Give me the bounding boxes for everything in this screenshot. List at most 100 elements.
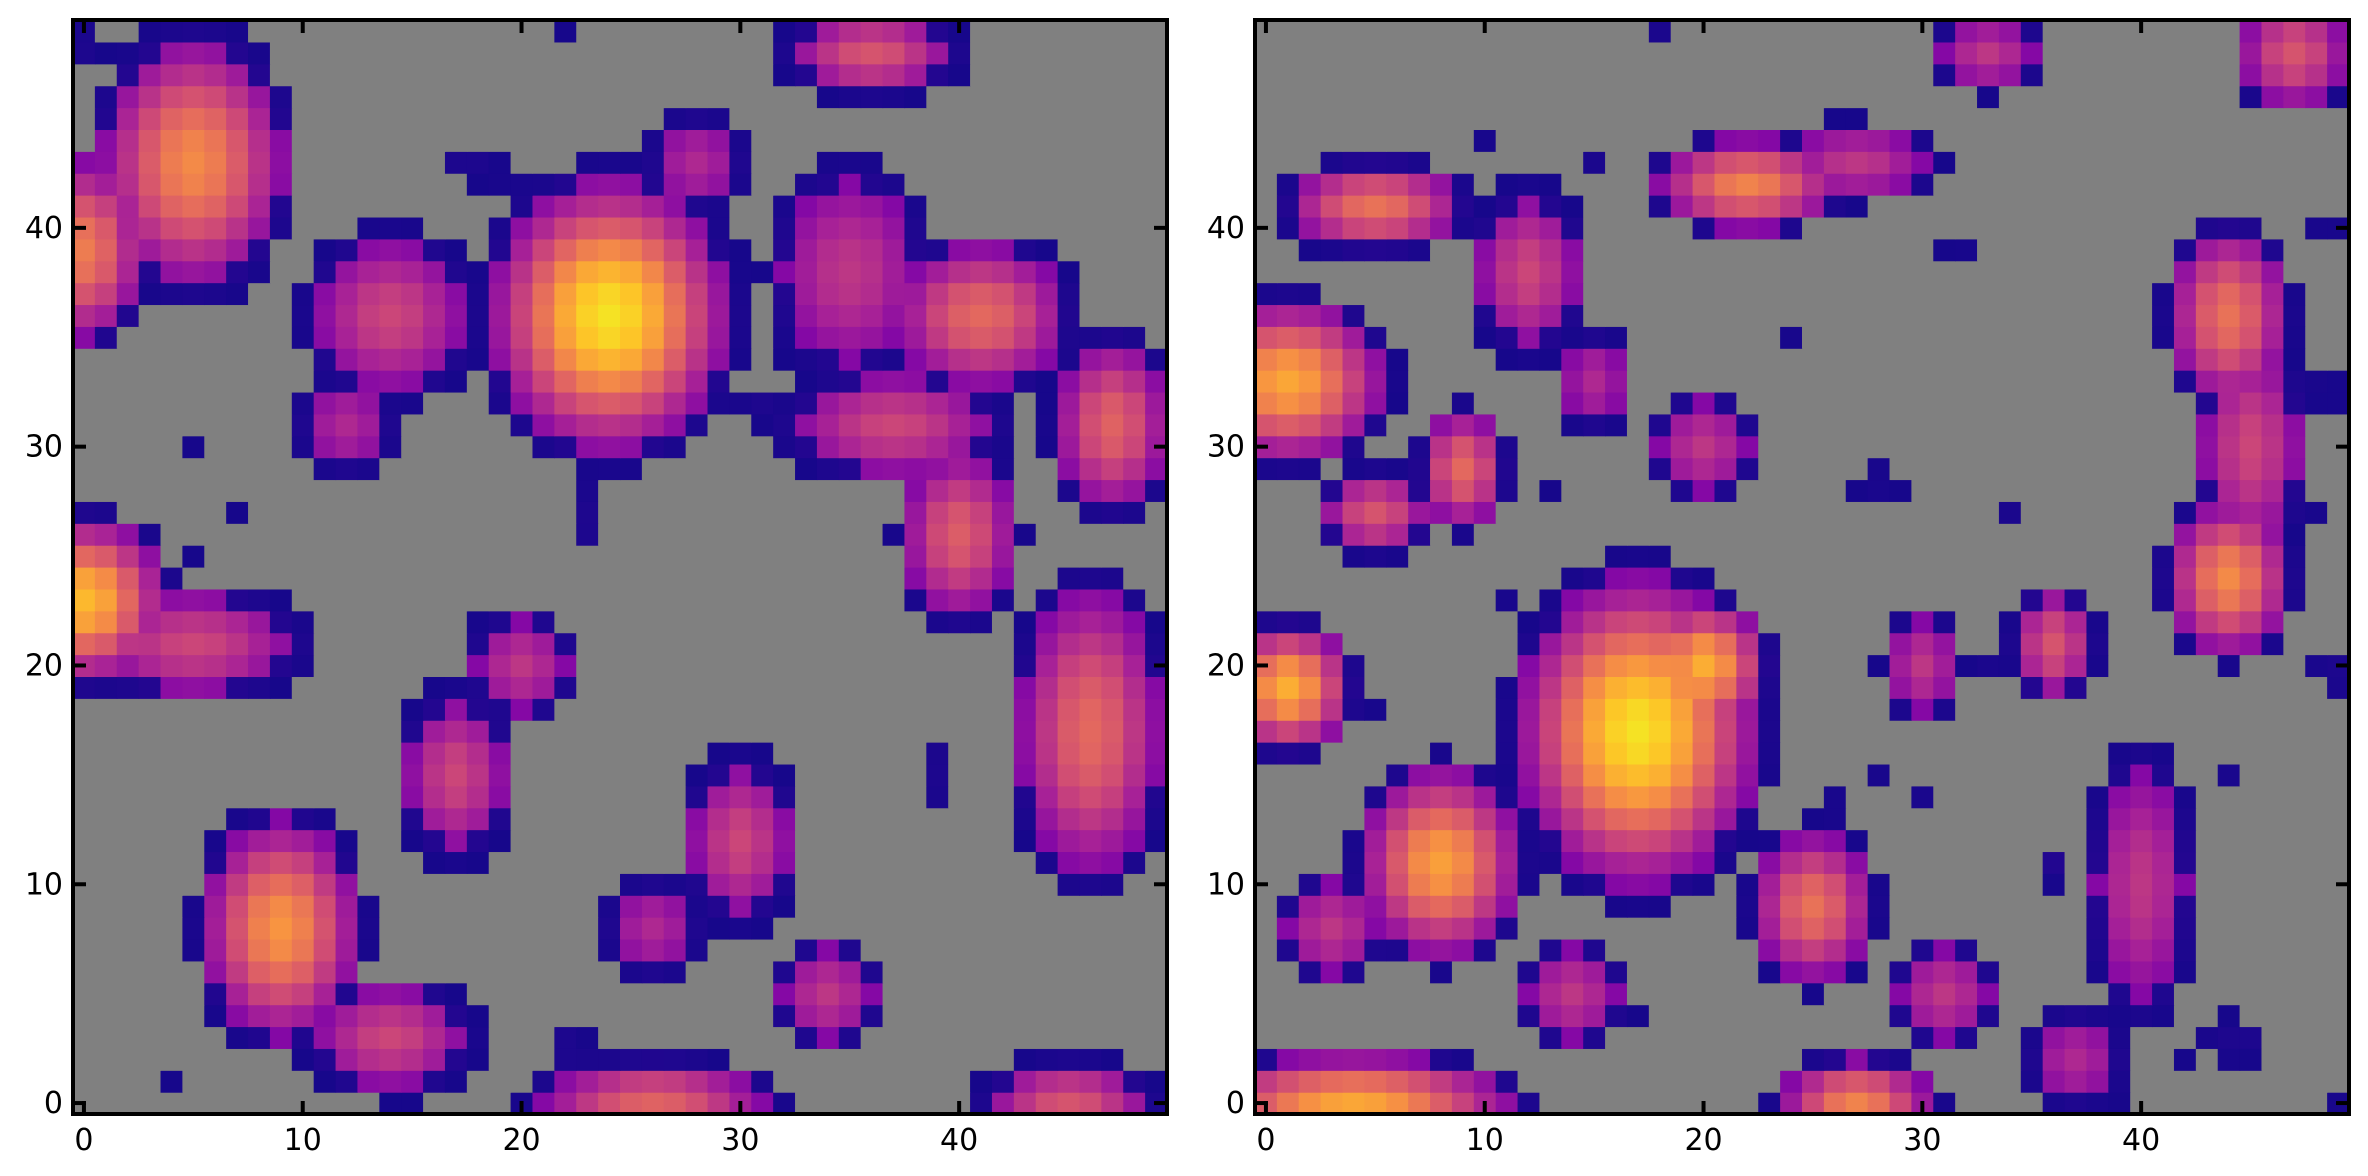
heatmap-cell bbox=[73, 807, 96, 831]
heatmap-cell bbox=[2086, 851, 2109, 874]
heatmap-cell bbox=[1495, 720, 1519, 743]
heatmap-cell bbox=[554, 917, 577, 940]
heatmap-cell bbox=[554, 348, 577, 371]
heatmap-cell bbox=[138, 523, 162, 546]
heatmap-cell bbox=[204, 588, 227, 612]
heatmap-cell bbox=[2152, 763, 2175, 787]
heatmap-cell bbox=[1145, 173, 1168, 196]
heatmap-cell bbox=[2152, 698, 2175, 721]
heatmap-cell bbox=[2327, 982, 2350, 1006]
heatmap-cell bbox=[444, 1026, 468, 1049]
heatmap-cell bbox=[1473, 501, 1497, 524]
heatmap-cell bbox=[1867, 1048, 1891, 1071]
heatmap-cell bbox=[1605, 501, 1628, 524]
heatmap-cell bbox=[1998, 1026, 2022, 1049]
heatmap-cell bbox=[1933, 1026, 1956, 1049]
heatmap-cell bbox=[269, 326, 293, 349]
heatmap-cell bbox=[1430, 632, 1453, 656]
heatmap-cell bbox=[488, 610, 512, 634]
heatmap-cell bbox=[1298, 698, 1322, 721]
heatmap-cell bbox=[291, 588, 315, 612]
heatmap-cell bbox=[1780, 829, 1803, 853]
heatmap-cell bbox=[1255, 326, 1278, 349]
heatmap-cell bbox=[2064, 326, 2088, 349]
heatmap-cell bbox=[313, 479, 337, 502]
heatmap-cell bbox=[2108, 457, 2131, 481]
heatmap-cell bbox=[1013, 873, 1037, 896]
heatmap-cell bbox=[1101, 1026, 1124, 1049]
heatmap-cell bbox=[904, 151, 927, 174]
heatmap-cell bbox=[1035, 982, 1059, 1006]
heatmap-cell bbox=[1933, 391, 1956, 415]
heatmap-cell bbox=[1364, 20, 1387, 43]
heatmap-cell bbox=[1626, 829, 1650, 853]
heatmap-cell bbox=[94, 785, 118, 809]
heatmap-cell bbox=[444, 720, 468, 743]
heatmap-cell bbox=[1451, 348, 1475, 371]
heatmap-cell bbox=[1013, 435, 1037, 459]
heatmap-cell bbox=[1583, 938, 1606, 962]
heatmap-cell bbox=[510, 742, 534, 765]
heatmap-cell bbox=[444, 260, 468, 284]
heatmap-cell bbox=[707, 216, 730, 240]
heatmap-cell bbox=[444, 873, 468, 896]
heatmap-cell bbox=[1473, 326, 1497, 349]
heatmap-cell bbox=[1911, 895, 1934, 918]
heatmap-cell bbox=[313, 151, 337, 174]
heatmap-cell bbox=[532, 785, 555, 809]
heatmap-cell bbox=[729, 610, 752, 634]
heatmap-cell bbox=[2108, 654, 2131, 677]
heatmap-cell bbox=[1758, 982, 1781, 1006]
heatmap-cell bbox=[685, 63, 709, 87]
heatmap-cell bbox=[816, 851, 840, 874]
heatmap-cell bbox=[401, 413, 424, 437]
heatmap-cell bbox=[773, 41, 796, 65]
heatmap-cell bbox=[1451, 41, 1475, 65]
heatmap-cell bbox=[1714, 1026, 1737, 1049]
heatmap-cell bbox=[510, 851, 534, 874]
heatmap-cell bbox=[773, 304, 796, 327]
heatmap-cell bbox=[379, 216, 402, 240]
heatmap-cell bbox=[1823, 413, 1847, 437]
heatmap-cell bbox=[598, 982, 621, 1006]
heatmap-cell bbox=[423, 807, 446, 831]
heatmap-cell bbox=[838, 567, 862, 590]
heatmap-cell bbox=[291, 960, 315, 984]
heatmap-cell bbox=[510, 326, 534, 349]
heatmap-cell bbox=[182, 917, 205, 940]
heatmap-cell bbox=[1933, 457, 1956, 481]
heatmap-cell bbox=[2064, 610, 2088, 634]
heatmap-cell bbox=[970, 151, 993, 174]
heatmap-cell bbox=[2195, 326, 2219, 349]
heatmap-cell bbox=[641, 610, 665, 634]
heatmap-cell bbox=[554, 698, 577, 721]
heatmap-cell bbox=[2020, 785, 2044, 809]
heatmap-cell bbox=[1780, 1004, 1803, 1028]
heatmap-cell bbox=[2239, 1048, 2263, 1071]
heatmap-cell bbox=[138, 632, 162, 656]
heatmap-cell bbox=[2261, 173, 2284, 196]
heatmap-cell bbox=[226, 917, 249, 940]
heatmap-cell bbox=[1386, 151, 1409, 174]
heatmap-cell bbox=[510, 1004, 534, 1028]
heatmap-cell bbox=[1079, 107, 1102, 130]
heatmap-cell bbox=[1342, 391, 1365, 415]
heatmap-cell bbox=[532, 1004, 555, 1028]
heatmap-cell bbox=[2152, 479, 2175, 502]
heatmap-cell bbox=[335, 917, 359, 940]
heatmap-cell bbox=[1845, 785, 1869, 809]
heatmap-cell bbox=[1123, 85, 1146, 109]
heatmap-cell bbox=[226, 938, 249, 962]
heatmap-cell bbox=[1057, 742, 1081, 765]
heatmap-cell bbox=[838, 807, 862, 831]
heatmap-cell bbox=[838, 829, 862, 853]
heatmap-cell bbox=[2217, 1004, 2241, 1028]
heatmap-cell bbox=[1101, 107, 1124, 130]
heatmap-cell bbox=[423, 348, 446, 371]
heatmap-cell bbox=[2086, 391, 2109, 415]
heatmap-cell bbox=[2020, 195, 2044, 218]
heatmap-cell bbox=[1692, 1048, 1716, 1071]
heatmap-cell bbox=[1889, 698, 1912, 721]
heatmap-cell bbox=[379, 282, 402, 306]
heatmap-cell bbox=[401, 435, 424, 459]
